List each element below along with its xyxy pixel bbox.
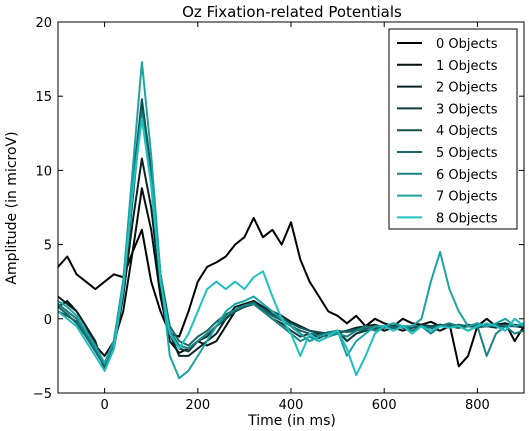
legend-label: 2 Objects (436, 81, 498, 96)
legend-label: 4 Objects (436, 124, 498, 139)
series-line-8 (57, 117, 525, 377)
y-tick-label: 0 (44, 313, 52, 328)
x-tick-label: 600 (372, 398, 397, 413)
legend-label: 7 Objects (436, 190, 498, 205)
y-axis-ticks: −5 0 5 10 15 20 (33, 16, 524, 402)
y-tick-label: 20 (35, 16, 52, 31)
x-axis-ticks: 0 200 400 600 800 (100, 22, 490, 413)
legend-label: 0 Objects (436, 37, 498, 52)
legend: 0 Objects 1 Objects 2 Objects 3 Objects 4 Ob… (388, 28, 518, 230)
legend-label: 8 Objects (436, 211, 498, 226)
x-tick-label: 200 (185, 398, 210, 413)
x-axis-title: Time (in ms) (247, 413, 336, 429)
y-tick-label: 15 (35, 90, 52, 105)
x-tick-label: 800 (465, 398, 490, 413)
legend-label: 5 Objects (436, 146, 498, 161)
chart-title: Oz Fixation-related Potentials (182, 3, 402, 21)
plot-lines (57, 61, 525, 380)
y-axis-title: Amplitude (in microV) (4, 131, 20, 284)
series-line-7 (57, 61, 525, 380)
x-tick-label: 0 (100, 398, 108, 413)
y-tick-label: −5 (33, 387, 52, 402)
y-tick-label: 5 (44, 239, 52, 254)
legend-label: 3 Objects (436, 102, 498, 117)
y-tick-label: 10 (35, 164, 52, 179)
legend-label: 1 Objects (436, 59, 498, 74)
legend-label: 6 Objects (436, 168, 498, 183)
x-tick-label: 400 (279, 398, 304, 413)
